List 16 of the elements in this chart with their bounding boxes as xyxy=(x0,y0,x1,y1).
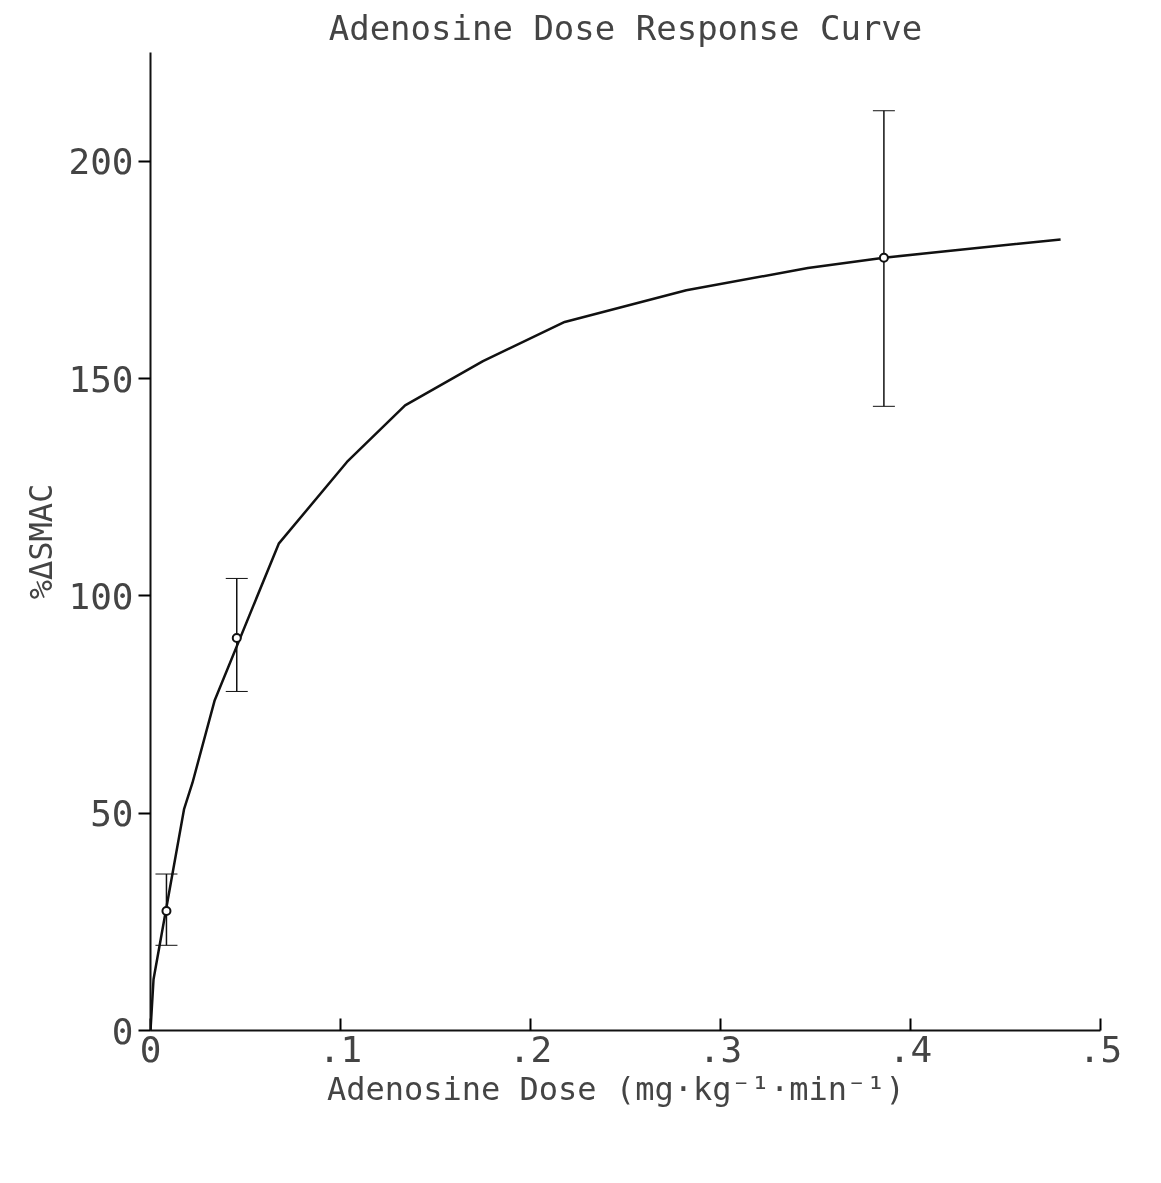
point xyxy=(231,633,242,643)
y-tick-label: 100 xyxy=(68,575,134,617)
chart-title: Adenosine Dose Response Curve xyxy=(328,7,923,48)
x-tick-label: .4 xyxy=(888,1028,933,1070)
point xyxy=(161,905,172,916)
x-tick-label: 0 xyxy=(139,1028,162,1070)
x-axis-title: Adenosine Dose (mg·kg⁻¹·min⁻¹) xyxy=(326,1069,905,1108)
x-tick-label: .1 xyxy=(318,1028,363,1070)
x-tick-label: .2 xyxy=(508,1028,553,1070)
y-tick-label: 50 xyxy=(90,793,134,835)
y-tick-label: 200 xyxy=(68,141,134,183)
x-tick-label: .5 xyxy=(1078,1028,1123,1070)
y-axis-title: %ΔSMAC xyxy=(22,483,61,600)
y-tick-label: 150 xyxy=(68,358,134,400)
x-tick-label: .3 xyxy=(698,1028,743,1070)
point xyxy=(878,252,889,263)
